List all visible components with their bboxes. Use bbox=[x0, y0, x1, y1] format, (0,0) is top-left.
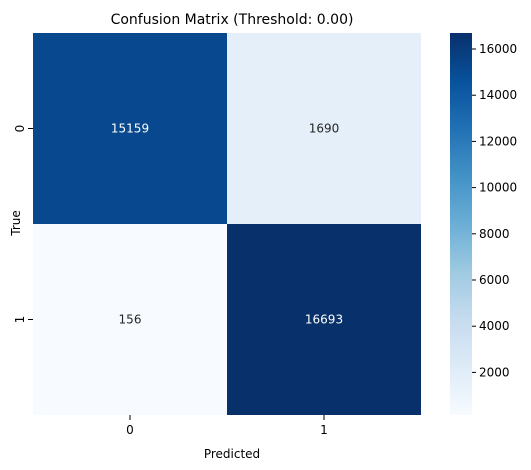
x-axis-label: Predicted bbox=[204, 447, 260, 461]
colorbar bbox=[450, 33, 472, 415]
colorbar-tick-label-6: 14000 bbox=[479, 88, 517, 102]
colorbar-tick-label-1: 4000 bbox=[479, 319, 510, 333]
colorbar-tick-label-4: 10000 bbox=[479, 181, 517, 195]
colorbar-tick-label-3: 8000 bbox=[479, 227, 510, 241]
heatmap-cell-1-0 bbox=[33, 224, 227, 415]
cell-annotation-0-1: 1690 bbox=[309, 122, 340, 136]
colorbar-tick-label-7: 16000 bbox=[479, 42, 517, 56]
cell-annotation-0-0: 15159 bbox=[111, 122, 149, 136]
colorbar-ticks: 2000 4000 6000 8000 10000 12000 14000 16000 bbox=[472, 42, 517, 379]
y-axis: 01 bbox=[13, 125, 33, 324]
y-tick-label-0: 0 bbox=[13, 125, 27, 133]
cell-annotation-1-1: 16693 bbox=[305, 313, 343, 327]
heatmap-annotations: 15159 1690 156 16693 bbox=[111, 122, 343, 327]
colorbar-tick-label-5: 12000 bbox=[479, 134, 517, 148]
heatmap-cell-0-1 bbox=[227, 33, 421, 224]
heatmap-cells bbox=[33, 33, 421, 415]
x-tick-label-0: 0 bbox=[126, 423, 134, 437]
heatmap-cell-0-0 bbox=[33, 33, 227, 224]
colorbar-tick-label-0: 2000 bbox=[479, 365, 510, 379]
cell-annotation-1-0: 156 bbox=[119, 313, 142, 327]
y-tick-label-1: 1 bbox=[13, 316, 27, 324]
heatmap-cell-1-1 bbox=[227, 224, 421, 415]
y-axis-label: True bbox=[9, 210, 23, 237]
chart-title: Confusion Matrix (Threshold: 0.00) bbox=[111, 12, 354, 28]
x-tick-label-1: 1 bbox=[320, 423, 328, 437]
colorbar-tick-label-2: 6000 bbox=[479, 273, 510, 287]
